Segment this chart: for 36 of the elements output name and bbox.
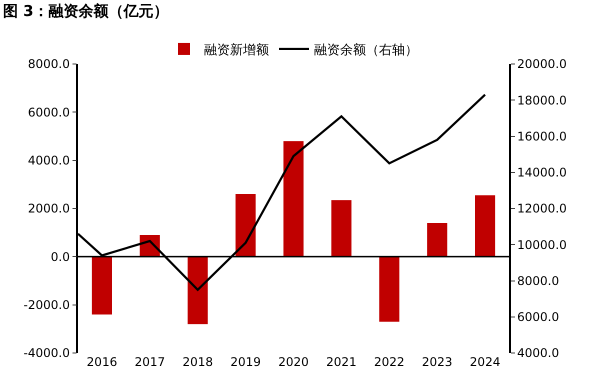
x-tick-label: 2018 bbox=[182, 355, 213, 369]
y-tick-label: 8000.0 bbox=[28, 57, 70, 72]
y2-tick-label: 8000.0 bbox=[517, 274, 560, 288]
y2-tick-label: 20000.0 bbox=[517, 57, 567, 72]
legend-label: 融资余额（右轴） bbox=[314, 43, 418, 58]
y-tick-label: 2000.0 bbox=[28, 202, 70, 216]
y2-tick-label: 4000.0 bbox=[517, 346, 560, 360]
y-tick-label: -4000.0 bbox=[24, 346, 70, 360]
x-tick-label: 2017 bbox=[134, 355, 166, 369]
x-tick-label: 2021 bbox=[326, 355, 357, 369]
bar bbox=[427, 222, 448, 257]
bar bbox=[92, 256, 112, 314]
x-tick-label: 2019 bbox=[230, 355, 261, 369]
chart-title: 图 3：融资余额（亿元） bbox=[2, 2, 169, 20]
y2-tick-label: 18000.0 bbox=[517, 93, 567, 108]
x-tick-label: 2024 bbox=[470, 355, 500, 369]
bar bbox=[475, 195, 496, 257]
legend-label: 融资新增额 bbox=[204, 43, 269, 58]
bar bbox=[188, 256, 208, 324]
y2-tick-label: 10000.0 bbox=[517, 238, 567, 252]
x-tick-label: 2022 bbox=[374, 355, 405, 369]
x-tick-label: 2020 bbox=[278, 355, 309, 369]
y-tick-label: 4000.0 bbox=[28, 154, 70, 168]
y2-tick-label: 6000.0 bbox=[517, 310, 560, 324]
y-tick-label: 0.0 bbox=[50, 250, 70, 264]
y-tick-label: -2000.0 bbox=[24, 298, 70, 312]
y2-tick-label: 14000.0 bbox=[517, 166, 567, 180]
bar bbox=[331, 200, 352, 257]
y2-tick-label: 16000.0 bbox=[517, 129, 567, 144]
y-tick-label: 6000.0 bbox=[28, 105, 70, 120]
bar bbox=[236, 194, 256, 257]
bar bbox=[283, 141, 304, 257]
x-tick-label: 2023 bbox=[422, 355, 452, 369]
x-tick-label: 2016 bbox=[86, 355, 118, 369]
y2-tick-label: 12000.0 bbox=[517, 202, 567, 216]
bar bbox=[379, 256, 400, 322]
